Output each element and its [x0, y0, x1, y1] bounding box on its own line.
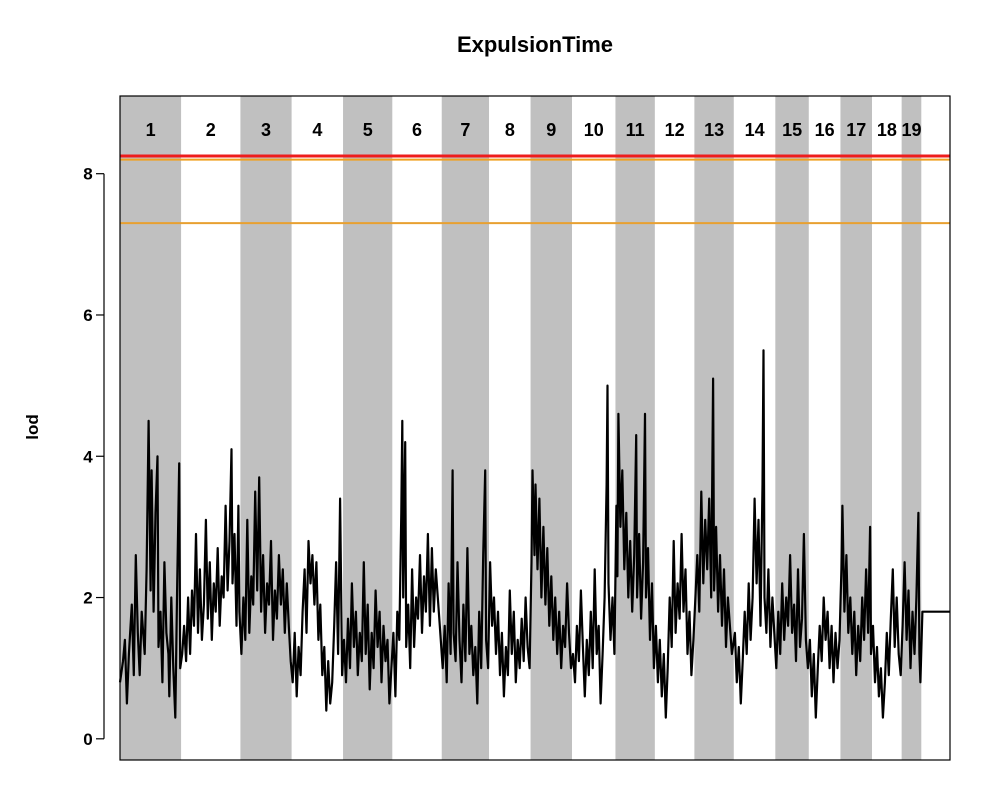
chromosome-band-2: [181, 96, 241, 760]
chromosome-band-14: [733, 96, 776, 760]
chromosome-label-8: 8: [505, 120, 515, 140]
chart-title: ExpulsionTime: [457, 32, 613, 57]
chromosome-label-4: 4: [312, 120, 322, 140]
chromosome-label-19: 19: [901, 120, 921, 140]
chromosome-label-13: 13: [704, 120, 724, 140]
chromosome-label-9: 9: [546, 120, 556, 140]
chromosome-band-3: [240, 96, 292, 760]
y-axis: 0 2 4 6 8: [83, 165, 105, 749]
chromosome-label-12: 12: [665, 120, 685, 140]
lod-series: [118, 349, 950, 719]
y-tick-label-8: 8: [83, 165, 92, 184]
chromosome-band-15: [775, 96, 809, 760]
chromosome-label-6: 6: [412, 120, 422, 140]
lod-series-line-0: [118, 349, 950, 719]
chromosome-label-11: 11: [626, 120, 645, 140]
chromosome-label-7: 7: [460, 120, 470, 140]
chromosome-label-3: 3: [261, 120, 271, 140]
chromosome-bands: [120, 96, 950, 760]
chromosome-label-16: 16: [815, 120, 835, 140]
y-axis-label: lod: [23, 414, 42, 440]
y-tick-label-6: 6: [83, 306, 92, 325]
chromosome-band-11: [615, 96, 655, 760]
y-tick-label-4: 4: [83, 447, 93, 466]
chromosome-label-10: 10: [584, 120, 604, 140]
chromosome-label-5: 5: [363, 120, 373, 140]
chromosome-band-6: [392, 96, 442, 760]
plot-frame: [119, 95, 951, 761]
chromosome-label-14: 14: [745, 120, 765, 140]
chromosome-label-1: 1: [146, 120, 156, 140]
chromosome-label-18: 18: [877, 120, 897, 140]
chromosome-band-4: [291, 96, 344, 760]
chromosome-labels: 1 2 3 4 5 6 7 8 9 10 11 12 13 14 15 16 17 18 19: [146, 120, 922, 140]
y-tick-label-0: 0: [83, 730, 92, 749]
chromosome-band-9: [530, 96, 573, 760]
chromosome-label-15: 15: [782, 120, 802, 140]
chromosome-label-2: 2: [206, 120, 216, 140]
threshold-lines: [120, 154, 950, 225]
y-tick-label-2: 2: [83, 589, 92, 608]
chromosome-label-17: 17: [846, 120, 866, 140]
chromosome-band-end: [921, 96, 950, 760]
